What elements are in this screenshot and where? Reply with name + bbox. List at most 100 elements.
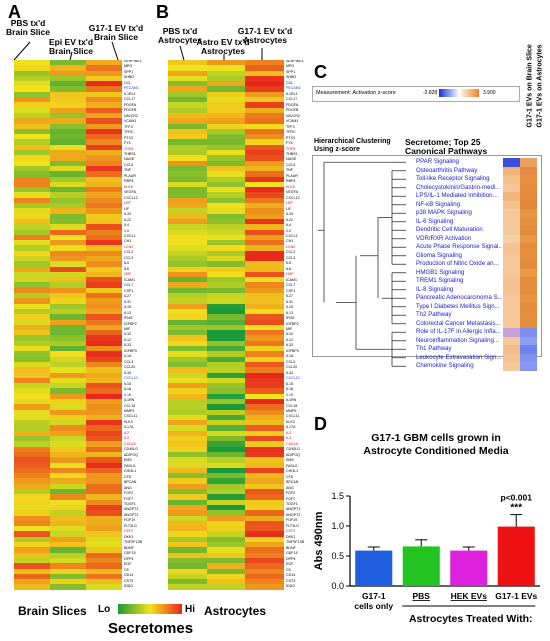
heatmap-cell [14,499,50,505]
pathway-heat-cell [520,294,537,303]
heatmap-cell [245,361,284,368]
gene-label: FASLG [286,463,298,468]
panel-b-header-1: PBS tx'd Astrocytes [158,26,202,45]
heatmap-cell [85,494,122,500]
gene-label: IL34 [124,370,131,375]
heatmap-cell [14,128,50,135]
gene-label: VEGFA [124,190,136,195]
heatmap-cell [14,107,50,113]
heatmap-cell [245,271,284,278]
pathway-label: Th1 Pathway [416,345,452,353]
heatmap-cell [245,118,284,124]
heatmap-cell [49,150,86,156]
heatmap-cell [206,150,246,156]
gene-label: IGFBP3 [124,348,137,353]
heatmap-cell [168,181,207,188]
heatmap-cell [206,388,246,394]
pathway-label: p38 MAPK Signaling [416,209,472,217]
heatmap-cell [168,208,207,214]
gene-label: IL18 [286,387,293,392]
heatmap-cell [49,584,86,590]
heatmap-cell [85,208,122,214]
legend-caption: Secretomes [108,620,194,637]
heatmap-cell [14,563,50,569]
heatmap-cell [168,436,207,442]
heatmap-cell [49,383,86,389]
heatmap-cell [14,218,50,225]
gene-label: CXCL10 [124,376,138,381]
gene-label: C5T3 [286,529,295,534]
heatmap-cell [85,112,122,119]
heatmap-cell [14,356,50,362]
heatmap-cell [85,176,122,182]
pathway-heat-row [503,362,537,371]
gene-label: IDDO [286,584,295,588]
heatmap-cell [49,542,86,548]
gene-label: IL34 [286,370,293,375]
heatmap-cell [85,467,122,474]
heatmap-cell [245,134,284,140]
heatmap-cell [168,467,207,474]
gene-label: IFNG [286,316,295,321]
heatmap-cell [49,409,86,415]
heatmap-cell [168,351,207,357]
heatmap-cell [49,287,86,294]
heatmap-cell [206,139,246,145]
heatmap-cell [206,118,246,124]
pathway-heat-row [503,175,537,184]
heatmap-cell [245,547,284,553]
pathway-heat-row [503,328,537,337]
heatmap-cell [85,383,122,389]
pathway-heat-cell [503,251,520,260]
gene-label: CCL3 [286,255,296,260]
heatmap-cell [206,563,246,569]
heatmap-cell [49,388,86,394]
heatmap-cell [245,324,284,331]
heatmap-cell [85,298,122,304]
pathway-label: Osteoarthritis Pathway [416,166,478,174]
pathway-heat-row [503,285,537,294]
heatmap-cell [14,139,50,145]
heatmap-cell [245,483,284,490]
heatmap-cell [49,123,86,129]
legend-lo-label: Lo [98,604,111,615]
gene-label: PDGFA [124,102,137,107]
gene-label: C5 [124,567,129,572]
heatmap-cell [206,451,246,458]
heatmap-cell [245,319,284,325]
heatmap-cell [168,97,207,103]
heatmap-cell [168,213,207,219]
heatmap-cell [14,224,50,230]
gene-label: IL4 [124,223,129,228]
pathway-heat-row [503,243,537,252]
heatmap-cell [85,75,122,82]
gene-label: DPP4 [124,556,134,561]
heatmap-column [49,60,86,590]
gene-label: BDNF [124,545,134,550]
heatmap-cell [85,393,122,399]
clustering-label: Hierarchical Clustering Using z-score [314,138,391,154]
heatmap-cell [49,197,86,204]
heatmap-cell [49,510,86,516]
heatmap-cell [85,335,122,341]
gene-label: IL31 [124,299,131,304]
heatmap-cell [14,171,50,177]
heatmap-cell [206,552,246,558]
heatmap-cell [85,81,122,87]
heatmap-cell [85,436,122,442]
pathway-heat-cell [503,268,520,277]
gene-label: C5T3 [124,529,133,534]
heatmap-cell [206,473,246,479]
heatmap-cell [206,494,246,500]
heatmap-cell [168,107,207,113]
pathway-heat-row [503,260,537,269]
panel-b-header-3: G17-1 EV tx'd Astrocytes [237,26,293,45]
heatmap-cell [206,441,246,447]
heatmap-cell [206,361,246,368]
gene-label: CXCL11 [286,414,300,419]
gene-label: IGFBP2 [286,321,299,326]
pathway-heat-row [503,226,537,235]
heatmap-cell [49,414,86,421]
gene-label: CCL7 [286,283,296,288]
heatmap-cell [85,261,122,267]
